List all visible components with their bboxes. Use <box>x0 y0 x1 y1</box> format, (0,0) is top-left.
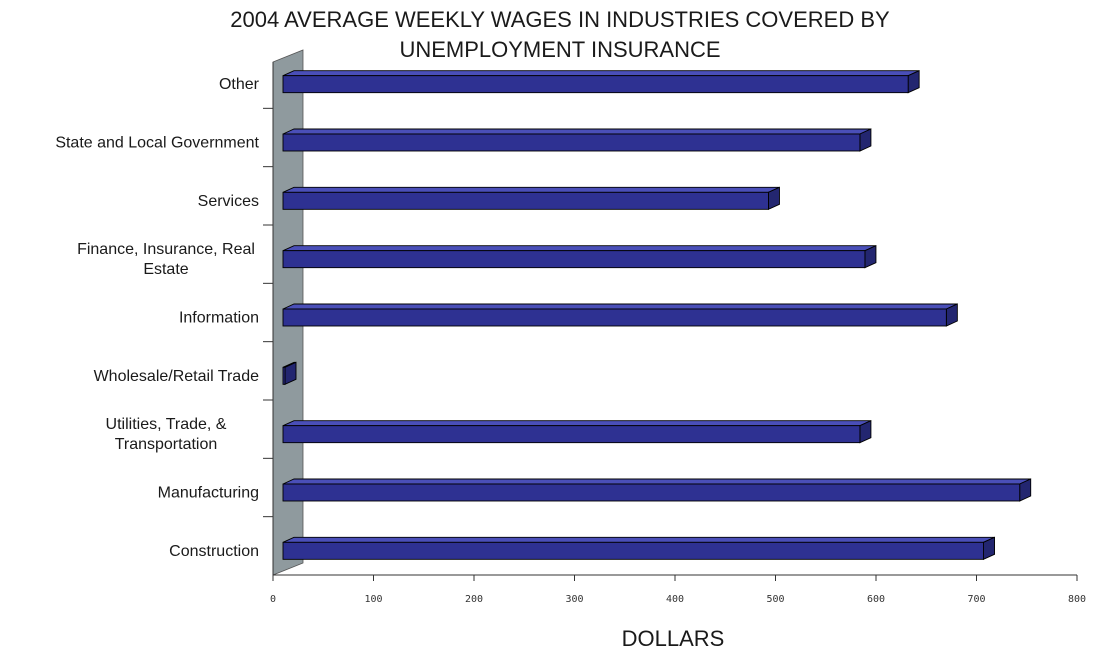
category-label: Construction <box>169 543 259 560</box>
bar-front-face <box>282 75 909 94</box>
bar <box>282 361 297 386</box>
category-label: Finance, Insurance, Real Estate <box>77 241 255 278</box>
bar-top-face <box>282 128 872 135</box>
category-label: State and Local Government <box>55 135 259 152</box>
category-label: Manufacturing <box>158 485 259 502</box>
x-tick-label: 200 <box>465 594 483 605</box>
category-label: Information <box>179 310 259 327</box>
bar <box>282 478 1032 502</box>
bar-front-face <box>282 133 861 152</box>
category-label-line: State and Local Government <box>55 135 259 152</box>
bar <box>282 186 780 211</box>
bar-top-face <box>282 70 920 77</box>
category-label-line: Estate <box>143 261 188 278</box>
x-tick-label: 500 <box>766 594 784 605</box>
category-label: Services <box>198 193 259 210</box>
x-tick-label: 600 <box>867 594 885 605</box>
category-label-line: Information <box>179 310 259 327</box>
category-label-line: Manufacturing <box>158 485 259 502</box>
bar-top-face <box>282 303 958 310</box>
bar <box>282 128 872 152</box>
bar-front-face <box>282 191 769 210</box>
bar <box>282 303 958 327</box>
bar-top-face <box>282 245 877 252</box>
bar-front-face <box>282 250 866 269</box>
bar-top-face <box>282 420 872 427</box>
category-label-line: Wholesale/Retail Trade <box>94 368 260 385</box>
x-tick-label: 0 <box>270 594 276 605</box>
bar-top-face <box>282 536 995 543</box>
x-axis-title: DOLLARS <box>622 626 725 651</box>
bar <box>282 536 995 561</box>
x-tick-label: 700 <box>967 594 985 605</box>
category-label: Other <box>219 76 260 93</box>
x-tick-label: 300 <box>565 594 583 605</box>
bar <box>282 69 920 94</box>
bar-front-face <box>282 308 947 327</box>
bar <box>282 244 877 269</box>
category-label: Wholesale/Retail Trade <box>94 368 260 385</box>
category-label-line: Finance, Insurance, Real <box>77 241 255 258</box>
x-tick-label: 800 <box>1068 594 1086 605</box>
bar <box>282 419 872 444</box>
category-label-line: Transportation <box>115 436 218 453</box>
category-label-line: Other <box>219 76 260 93</box>
x-tick-label: 100 <box>364 594 382 605</box>
chart-title-line-2: UNEMPLOYMENT INSURANCE <box>399 37 720 62</box>
category-label-line: Utilities, Trade, & <box>106 416 227 433</box>
category-label-line: Construction <box>169 543 259 560</box>
bar-top-face <box>282 478 1031 485</box>
bar-front-face <box>282 541 984 560</box>
bar-front-face <box>282 425 861 444</box>
bar-front-face <box>282 483 1021 502</box>
category-label: Utilities, Trade, & Transportation <box>106 416 227 453</box>
x-tick-label: 400 <box>666 594 684 605</box>
category-label-line: Services <box>198 193 259 210</box>
bar-front-face <box>282 366 286 385</box>
bar-top-face <box>282 186 780 193</box>
chart-title-line-1: 2004 AVERAGE WEEKLY WAGES IN INDUSTRIES … <box>230 7 890 32</box>
